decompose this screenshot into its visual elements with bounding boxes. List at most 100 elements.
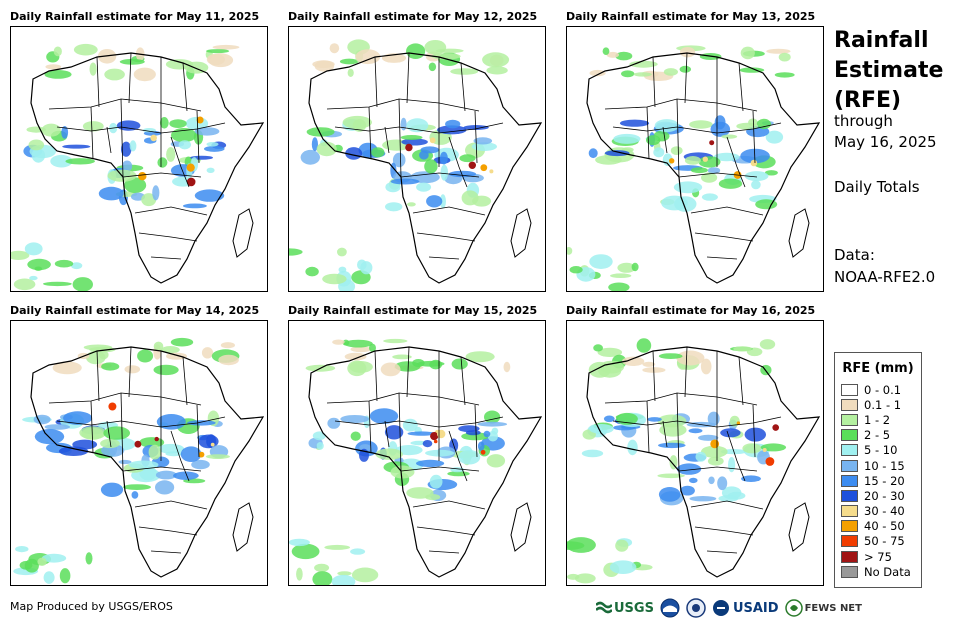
rainfall-patch xyxy=(314,563,330,572)
country-border xyxy=(706,256,738,260)
heavy-rain-spot xyxy=(433,439,438,444)
rainfall-patch xyxy=(695,451,707,462)
rainfall-patch xyxy=(567,537,596,553)
heavy-rain-spot xyxy=(702,156,708,162)
rainfall-patch xyxy=(383,338,408,344)
rainfall-patch xyxy=(33,414,51,425)
legend-item: 1 - 2 xyxy=(835,412,921,427)
rainfall-patch xyxy=(142,128,156,133)
rainfall-patch xyxy=(342,115,372,129)
rainfall-patch xyxy=(204,145,225,152)
rainfall-patch xyxy=(24,242,43,256)
rainfall-patch xyxy=(679,65,691,73)
country-border xyxy=(652,350,656,402)
country-border xyxy=(448,136,468,188)
rainfall-patch xyxy=(50,154,73,168)
rainfall-patch xyxy=(104,68,125,81)
country-border xyxy=(134,500,208,510)
rainfall-patch xyxy=(610,273,632,278)
country-border xyxy=(122,172,202,178)
rainfall-patch xyxy=(619,119,650,127)
rainfall-patch xyxy=(206,49,230,54)
rainfall-patch xyxy=(658,442,686,449)
legend-swatch xyxy=(841,565,858,578)
heavy-rain-spot xyxy=(198,451,205,458)
rainfall-patch xyxy=(690,167,708,174)
rainfall-patch xyxy=(205,454,230,459)
rainfall-patch xyxy=(503,361,511,373)
rainfall-patch xyxy=(486,454,506,468)
legend-item: 0.1 - 1 xyxy=(835,397,921,412)
rainfall-patch xyxy=(450,68,479,75)
rainfall-patch xyxy=(621,356,645,366)
country-border xyxy=(678,172,758,178)
usaid-seal-icon xyxy=(712,600,729,616)
heavy-rain-spot xyxy=(468,161,476,169)
rainfall-patch xyxy=(316,442,324,450)
rainfall-patch xyxy=(609,560,637,574)
rainfall-patch xyxy=(316,141,337,157)
map-panel-may-12 xyxy=(288,26,546,292)
country-border xyxy=(56,122,226,134)
country-border xyxy=(128,52,132,104)
rainfall-patch xyxy=(742,443,762,454)
main-title-line-1: Rainfall xyxy=(834,28,929,53)
heavy-rain-spot xyxy=(480,164,488,172)
rainfall-patch xyxy=(322,273,347,285)
panel-title-may-16: Daily Rainfall estimate for May 16, 2025 xyxy=(566,304,816,317)
rainfall-patch xyxy=(61,126,69,139)
rainfall-patch xyxy=(680,485,695,496)
rainfall-patch xyxy=(208,53,234,68)
rainfall-patch xyxy=(337,247,347,257)
country-border xyxy=(326,392,480,406)
country-border xyxy=(196,110,200,164)
rainfall-patch xyxy=(429,359,442,370)
rainfall-patch xyxy=(487,430,498,442)
country-border xyxy=(474,404,478,458)
rainfall-patch xyxy=(81,427,105,440)
rainfall-patch xyxy=(63,411,93,425)
rainfall-patch xyxy=(191,459,210,470)
rainfall-patch xyxy=(103,426,130,440)
country-border xyxy=(128,346,132,398)
rainfall-patch xyxy=(714,115,726,130)
rainfall-patch xyxy=(684,156,701,165)
country-border xyxy=(612,122,782,134)
rainfall-patch xyxy=(439,194,446,209)
heavy-rain-spot xyxy=(134,440,142,448)
rainfall-patch xyxy=(371,147,385,158)
rainfall-patch xyxy=(451,358,468,370)
rainfall-patch xyxy=(194,189,225,202)
rainfall-patch xyxy=(65,158,95,165)
panel-title-may-14: Daily Rainfall estimate for May 14, 2025 xyxy=(10,304,260,317)
rainfall-patch xyxy=(152,185,160,201)
rainfall-patch xyxy=(717,476,728,491)
logo-strip: USGS USAID FEWS NET xyxy=(596,598,862,618)
country-border xyxy=(684,346,688,398)
country-border xyxy=(182,356,188,406)
rainfall-patch xyxy=(131,491,139,499)
heavy-rain-spot xyxy=(210,442,215,447)
rainfall-patch xyxy=(351,567,379,583)
country-border xyxy=(684,52,688,104)
map-svg xyxy=(567,338,821,584)
country-border xyxy=(150,550,182,554)
rainfall-patch xyxy=(121,141,132,157)
rainfall-patch xyxy=(123,484,151,490)
rainfall-patch xyxy=(300,149,320,165)
rainfall-patch xyxy=(718,495,739,502)
legend-label: 30 - 40 xyxy=(864,504,905,519)
heavy-rain-spot xyxy=(154,436,159,442)
legend-label: 20 - 30 xyxy=(864,488,905,503)
rainfall-patch xyxy=(615,412,638,425)
rainfall-patch xyxy=(613,133,641,144)
rainfall-patch xyxy=(642,361,656,367)
heavy-rain-spot xyxy=(405,143,413,152)
rainfall-patch xyxy=(459,154,476,163)
country-border xyxy=(694,232,754,242)
rainfall-patch xyxy=(161,346,180,354)
rainfall-patch xyxy=(166,147,176,162)
rainfall-patch xyxy=(187,420,216,426)
legend-swatch xyxy=(841,429,858,442)
rainfall-patch xyxy=(153,341,164,351)
